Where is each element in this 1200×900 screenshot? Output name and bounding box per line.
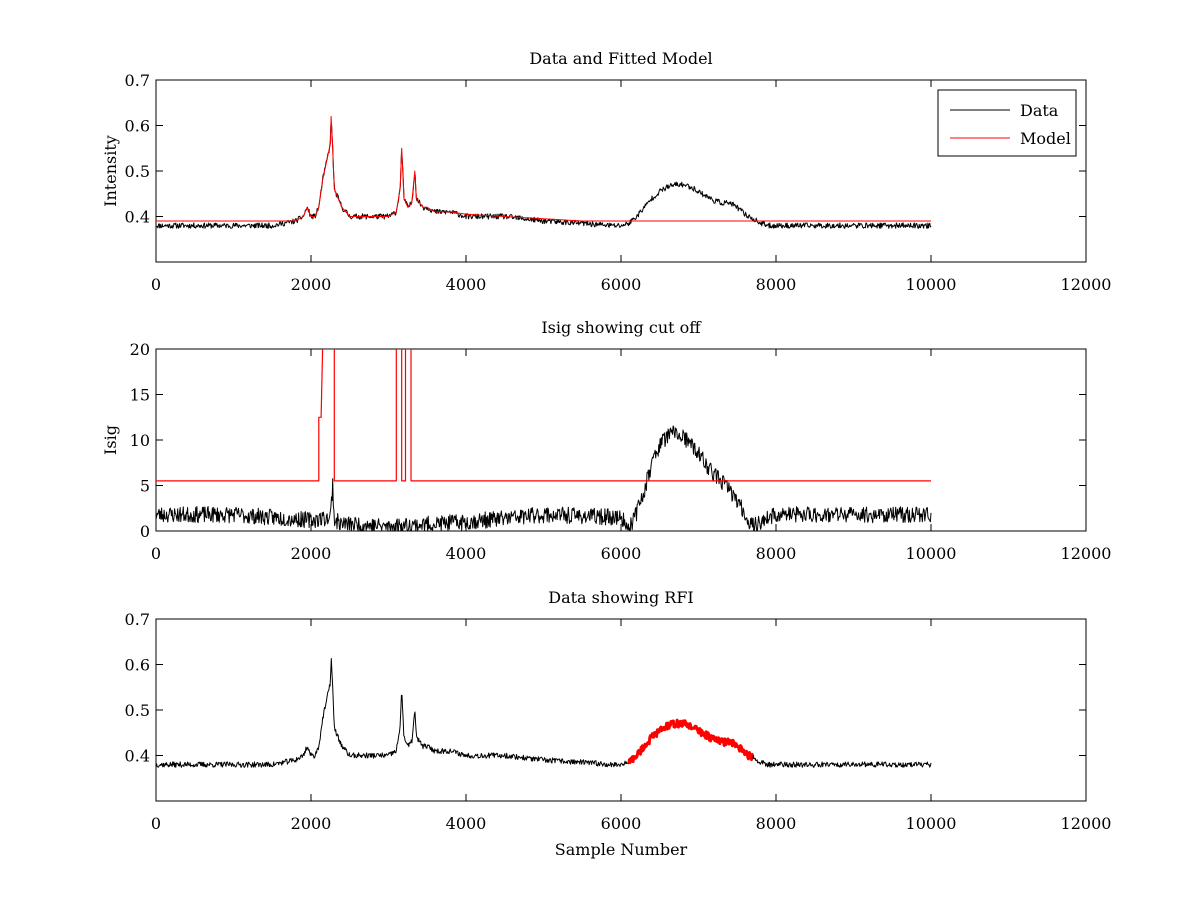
subplot-3: 0 2000 4000 6000 8000 10000 12000 0.4 0.5 0.6 0.7 D… (125, 588, 1112, 859)
legend-label-model: Model (1020, 129, 1071, 148)
x-tick-label: 10000 (906, 544, 957, 563)
legend-label-data: Data (1020, 101, 1059, 120)
series-line-2 (627, 718, 755, 765)
x-tick-label: 6000 (601, 544, 642, 563)
series-line-data (156, 122, 932, 229)
y-axis-label: Intensity (101, 135, 120, 207)
subplot-title: Data showing RFI (548, 588, 693, 607)
x-tick-label: 8000 (756, 544, 797, 563)
x-tick-label: 2000 (291, 275, 332, 294)
series-group (156, 115, 932, 229)
y-tick-label: 20 (130, 340, 150, 359)
x-tick-label: 0 (151, 275, 161, 294)
subplots: 0 2000 4000 6000 8000 10000 120000.40.50.60.7D… (101, 49, 1111, 859)
x-tick-label: 10000 (906, 814, 957, 833)
y-tick-label: 0 (140, 522, 150, 541)
x-tick-label: 4000 (446, 544, 487, 563)
subplot-1: 0 2000 4000 6000 8000 10000 12000 0.4 0.5 0.6 0.7 D… (101, 49, 1111, 294)
y-tick-label: 0.6 (125, 656, 150, 675)
series-line-1 (156, 658, 629, 768)
series-line-3 (752, 755, 932, 768)
y-tick-label: 0.7 (125, 610, 150, 629)
x-tick-label: 0 (151, 814, 161, 833)
x-tick-label: 8000 (756, 275, 797, 294)
x-axis-label: Sample Number (555, 840, 688, 859)
y-tick-label: 5 (140, 477, 150, 496)
x-tick-label: 12000 (1061, 544, 1112, 563)
x-tick-label: 10000 (906, 275, 957, 294)
x-tick-label: 6000 (601, 814, 642, 833)
series-line-2 (156, 349, 931, 482)
x-tick-label: 12000 (1061, 275, 1112, 294)
x-tick-label: 6000 (601, 275, 642, 294)
y-tick-label: 0.6 (125, 117, 150, 136)
y-tick-label: 10 (130, 431, 150, 450)
series-line-model (156, 115, 931, 222)
x-tick-label: 4000 (446, 275, 487, 294)
y-tick-label: 0.5 (125, 162, 150, 181)
series-group (156, 658, 932, 768)
x-tick-label: 2000 (291, 544, 332, 563)
legend: Data Model (937, 89, 1077, 157)
y-tick-label: 0.5 (125, 701, 150, 720)
subplot-title: Data and Fitted Model (529, 49, 712, 68)
y-tick-label: 15 (130, 386, 150, 405)
subplot-title: Isig showing cut off (541, 318, 702, 337)
subplot-2: 0 2000 4000 6000 8000 10000 12000 0 5 10 15 20 Isig … (101, 318, 1111, 563)
x-tick-label: 2000 (291, 814, 332, 833)
series-line-1 (156, 425, 932, 531)
y-tick-label: 0.4 (125, 747, 150, 766)
x-tick-label: 0 (151, 544, 161, 563)
legend-box (937, 89, 1077, 157)
y-tick-label: 0.4 (125, 208, 150, 227)
x-tick-label: 12000 (1061, 814, 1112, 833)
x-tick-label: 8000 (756, 814, 797, 833)
y-axis-label: Isig (101, 425, 120, 455)
series-group (156, 349, 932, 531)
x-tick-label: 4000 (446, 814, 487, 833)
y-tick-label: 0.7 (125, 71, 150, 90)
